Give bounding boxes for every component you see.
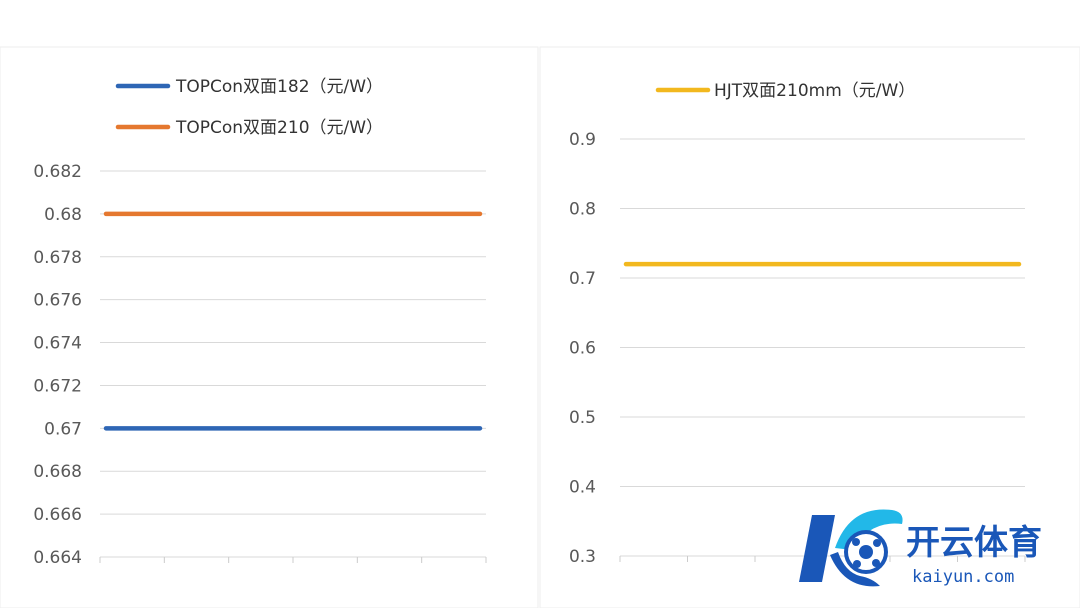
- left-legend-label-0: TOPCon双面182（元/W）: [175, 77, 383, 97]
- left-y-tick-label: 0.668: [33, 462, 82, 482]
- right-y-tick-label: 0.4: [569, 478, 596, 498]
- left-y-tick-label: 0.678: [33, 248, 82, 268]
- left-y-tick-label: 0.666: [33, 505, 82, 525]
- left-legend-label-1: TOPCon双面210（元/W）: [175, 118, 383, 138]
- watermark-brand-cn: 开云体育: [906, 523, 1042, 563]
- kaiyun-logo-icon: [799, 509, 903, 587]
- left-y-tick-label: 0.674: [33, 334, 82, 354]
- left-y-tick-label: 0.664: [33, 548, 82, 568]
- left-y-tick-label: 0.682: [33, 162, 82, 182]
- left-y-tick-label: 0.676: [33, 291, 82, 311]
- right-y-tick-label: 0.8: [569, 200, 596, 220]
- right-y-tick-label: 0.9: [569, 130, 596, 150]
- right-y-tick-label: 0.5: [569, 408, 596, 428]
- right-chart-panel: [539, 46, 1080, 608]
- right-y-tick-label: 0.6: [569, 339, 596, 359]
- left-y-tick-label: 0.67: [44, 419, 82, 439]
- right-y-tick-label: 0.3: [569, 547, 596, 567]
- right-legend-label-0: HJT双面210mm（元/W）: [714, 81, 915, 101]
- right-y-tick-label: 0.7: [569, 269, 596, 289]
- left-y-tick-label: 0.672: [33, 376, 82, 396]
- watermark: 开云体育 kaiyun.com: [799, 509, 1042, 587]
- watermark-brand-url: kaiyun.com: [912, 567, 1014, 587]
- left-y-tick-label: 0.68: [44, 205, 82, 225]
- left-chart: 0.682 0.68 0.678 0.676 0.674 0.672 0.67 0.668 0.…: [33, 77, 487, 568]
